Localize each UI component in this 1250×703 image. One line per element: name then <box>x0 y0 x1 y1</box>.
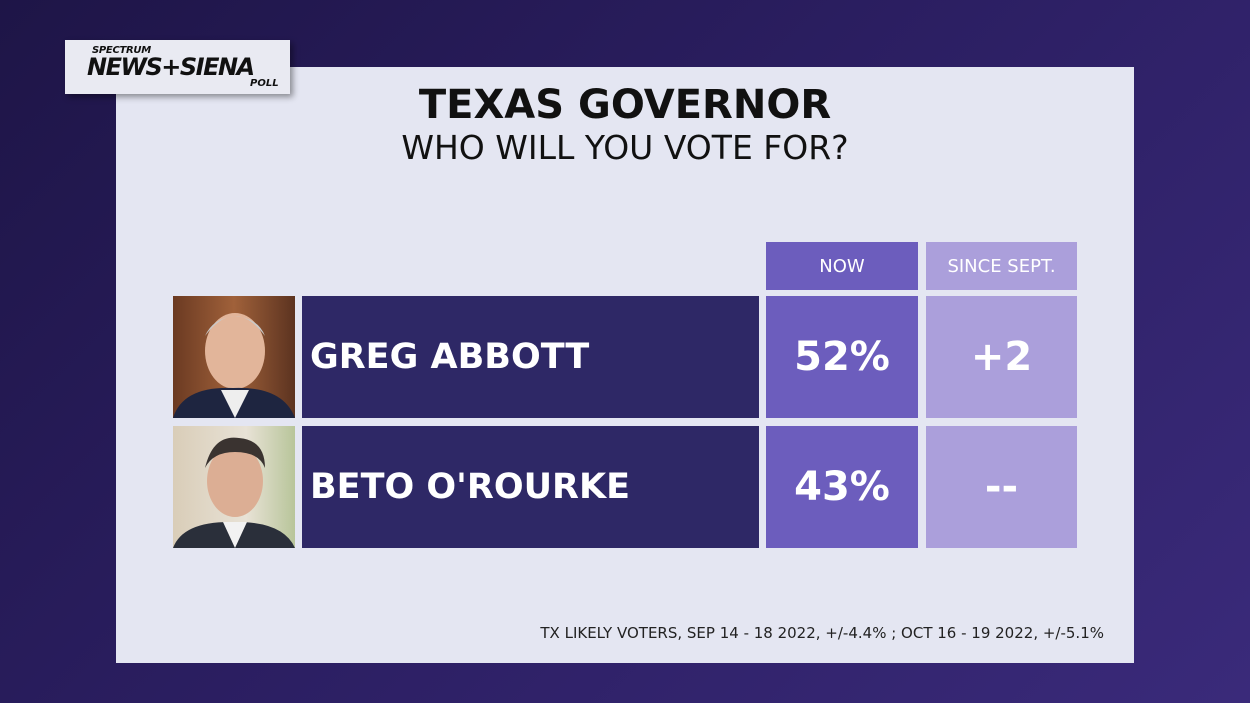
person-icon <box>173 313 295 418</box>
chart-subtitle: WHO WILL YOU VOTE FOR? <box>401 128 849 167</box>
logo-line3: POLL <box>250 78 279 89</box>
footnote: TX LIKELY VOTERS, SEP 14 - 18 2022, +/-4… <box>540 624 1104 642</box>
since-value: +2 <box>926 296 1077 418</box>
candidate-name: GREG ABBOTT <box>302 296 759 418</box>
candidate-photo-abbott <box>173 296 295 418</box>
since-value: -- <box>926 426 1077 548</box>
person-icon <box>173 437 295 548</box>
logo-line1: SPECTRUM <box>92 45 151 56</box>
now-value: 43% <box>766 426 918 548</box>
chart-title: TEXAS GOVERNOR <box>418 82 832 128</box>
column-header-now: NOW <box>766 242 918 290</box>
logo-line2: NEWS+SIENA <box>87 53 255 81</box>
column-header-since: SINCE SEPT. <box>926 242 1077 290</box>
candidate-photo-orourke <box>173 426 295 548</box>
spectrum-news-siena-logo: SPECTRUM NEWS+SIENA POLL <box>65 40 290 94</box>
now-value: 52% <box>766 296 918 418</box>
candidate-name: BETO O'ROURKE <box>302 426 759 548</box>
